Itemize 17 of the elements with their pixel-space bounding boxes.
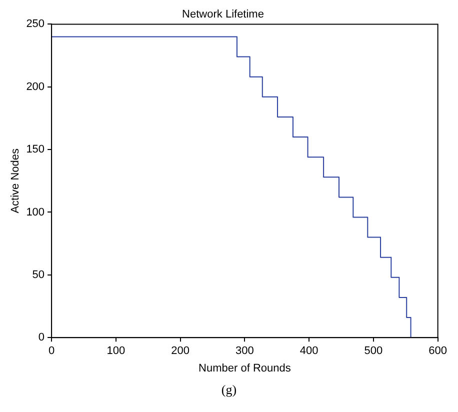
chart-title: Network Lifetime <box>182 8 264 21</box>
x-tick-label: 600 <box>428 345 448 358</box>
y-tick-label: 250 <box>26 18 45 30</box>
y-tick-label: 50 <box>32 268 45 281</box>
x-tick-label: 200 <box>171 345 190 358</box>
y-tick-label: 200 <box>26 80 45 93</box>
x-tick-label: 500 <box>364 345 383 358</box>
y-axis-title: Active Nodes <box>10 148 22 214</box>
x-axis-title: Number of Rounds <box>198 362 292 374</box>
x-tick-label: 0 <box>48 345 55 358</box>
y-tick-label: 150 <box>26 144 45 156</box>
x-tick-label: 300 <box>236 345 254 358</box>
x-tick-label: 100 <box>106 345 126 358</box>
x-tick-label: 400 <box>300 345 318 358</box>
y-tick-label: 0 <box>38 332 45 344</box>
text: (g) <box>220 382 238 398</box>
y-tick-label: 100 <box>26 206 45 218</box>
